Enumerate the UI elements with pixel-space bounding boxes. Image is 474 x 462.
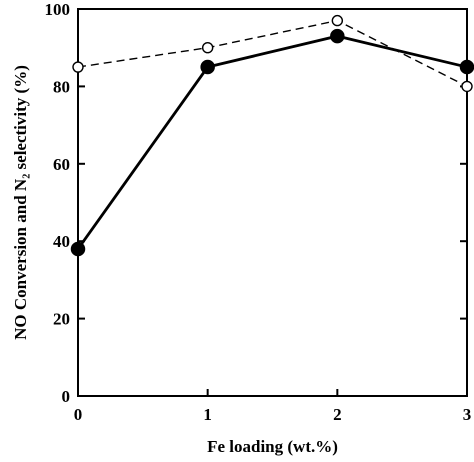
- y-tick-label: 40: [53, 232, 70, 251]
- x-axis-title: Fe loading (wt.%): [207, 437, 338, 456]
- series-2-line: [77, 19, 468, 88]
- series-1-point: [330, 28, 345, 44]
- series-2-point: [72, 61, 84, 73]
- y-tick-label: 100: [45, 0, 71, 19]
- series-1-line: [76, 34, 468, 250]
- series-2-point: [331, 14, 344, 27]
- y-tick-label: 60: [53, 155, 70, 174]
- x-tick-label: 1: [203, 405, 212, 424]
- axes: 0 20 40 60 80 100 0 1 2 3: [45, 0, 472, 424]
- series-1-point: [200, 59, 215, 75]
- y-tick-label: 20: [53, 310, 70, 329]
- y-axis-title: NO Conversion and N₂ selectivity (%): [11, 65, 30, 340]
- plot-frame: [77, 8, 468, 397]
- series-1-point: [70, 241, 86, 257]
- series-2-point: [461, 80, 473, 93]
- series-layer: [70, 14, 474, 257]
- series-2-point: [201, 42, 214, 54]
- series-1-point: [459, 59, 474, 75]
- x-tick-label: 3: [463, 405, 472, 424]
- x-tick-label: 0: [74, 405, 83, 424]
- y-tick-label: 0: [62, 387, 71, 406]
- x-tick-label: 2: [333, 405, 342, 424]
- labels: Fe loading (wt.%) NO Conversion and N₂ s…: [11, 65, 338, 456]
- y-tick-label: 80: [53, 77, 70, 96]
